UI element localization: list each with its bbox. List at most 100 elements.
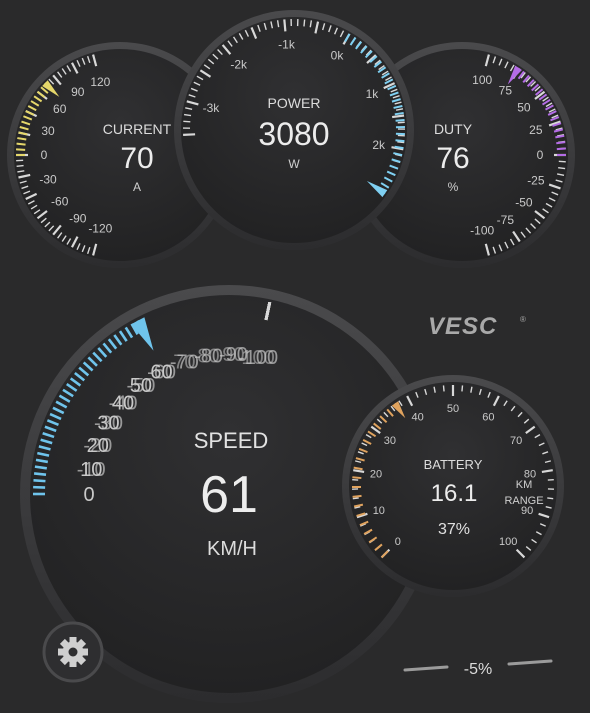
battery-tick [541, 469, 553, 474]
duty-tick [542, 208, 549, 214]
duty-unit: % [448, 180, 459, 194]
speed-scale-label: 70 [173, 351, 195, 373]
duty-tick [548, 197, 556, 202]
power-active-tick [389, 164, 399, 170]
duty-active-tick [555, 134, 565, 139]
speed-active-tick [74, 371, 86, 382]
vesc-logo-text: VESC [428, 313, 497, 340]
current-tick [92, 54, 98, 67]
current-tick [57, 71, 63, 78]
power-tick [185, 107, 193, 110]
power-needle [366, 181, 388, 198]
battery-active-tick [358, 447, 368, 454]
speed-value: 61 [200, 466, 258, 524]
power-tick [193, 81, 201, 86]
current-tick [19, 180, 27, 184]
battery-tick [542, 451, 549, 455]
gear-icon-tooth[interactable] [69, 637, 77, 645]
current-scale-labels: -120-90-60 -30 0 30 60 90 120 [39, 75, 112, 236]
gear-icon[interactable] [58, 637, 88, 667]
battery-tick [547, 497, 554, 500]
battery-tick [534, 433, 541, 439]
duty-scale-label: 75 [499, 83, 513, 97]
duty-active-tick [531, 83, 540, 92]
battery-active-tick [373, 422, 382, 430]
power-tick [333, 27, 339, 35]
duty-scale-label: -100 [470, 224, 494, 238]
speed-needle [131, 317, 154, 351]
duty-tick [556, 173, 565, 176]
speed-active-tick [92, 351, 103, 363]
current-tick [23, 190, 31, 195]
battery-active-tick [352, 476, 362, 480]
duty-scale-label: 100 [472, 73, 492, 87]
battery-active-tick [359, 520, 369, 527]
battery-tick [354, 506, 361, 509]
duty-tick [534, 90, 546, 100]
settings-button[interactable] [42, 621, 104, 683]
power-active-tick [383, 176, 393, 183]
battery-tick [390, 405, 396, 412]
duty-tick [492, 246, 497, 254]
power-tick [397, 141, 405, 144]
current-ticks [16, 54, 98, 256]
power-gauge: -3k -2k -1k 0k 1k 2k POWER 3080 W [174, 10, 414, 250]
battery-title: BATTERY [424, 457, 483, 472]
duty-value: 76 [436, 142, 469, 175]
speed-scale-label: -60 [147, 361, 176, 383]
power-ticks [183, 19, 406, 198]
power-tick [183, 113, 192, 117]
battery-percent: 37% [438, 521, 470, 538]
duty-needle [507, 65, 522, 85]
speed-scale-label: -90 [219, 344, 248, 366]
power-tick [392, 114, 405, 119]
current-tick [27, 200, 35, 205]
current-tick [48, 78, 55, 85]
duty-active-tick [541, 98, 551, 106]
power-active-tick [355, 41, 363, 50]
speed-scale-label: 0 [83, 484, 94, 506]
gear-icon-hole[interactable] [68, 647, 78, 657]
speed-scale-label: -70 [170, 351, 199, 373]
current-scale-label: -30 [39, 173, 57, 187]
current-active-tick [30, 100, 40, 107]
duty-tick [520, 72, 526, 79]
duty-scale-label: 25 [529, 123, 543, 137]
current-active-tick [40, 86, 49, 94]
power-tick [394, 101, 402, 105]
speed-scale-label: 60 [150, 361, 172, 383]
power-active-tick [394, 145, 404, 150]
speed-active-tick [118, 330, 128, 342]
power-title: POWER [268, 95, 321, 111]
speed-scale-label: -30 [94, 413, 123, 435]
battery-tick [406, 395, 414, 407]
duty-tick [512, 230, 521, 243]
gear-icon-tooth[interactable] [69, 659, 77, 667]
speed-active-tick [52, 406, 65, 415]
current-unit: A [133, 180, 141, 194]
current-tick [48, 225, 55, 232]
battery-tick [492, 395, 500, 407]
power-active-tick [381, 72, 390, 79]
duty-tick [498, 244, 503, 252]
current-title: CURRENT [103, 121, 172, 137]
battery-active-tick [352, 494, 362, 498]
power-active-tick [391, 158, 401, 163]
power-tick [378, 64, 385, 71]
power-value: 3080 [258, 116, 329, 152]
battery-gauge-face [349, 382, 557, 590]
current-active-tick [16, 142, 26, 146]
battery-tick [523, 418, 530, 424]
speed-scale-label: -100 [238, 347, 278, 369]
power-active-tick [384, 78, 394, 85]
power-tick [188, 94, 196, 98]
power-scale-label: -2k [230, 57, 248, 71]
battery-tick [544, 460, 552, 464]
duty-tick [498, 58, 503, 66]
duty-scale-label: -25 [527, 173, 545, 187]
battery-ticks [351, 385, 554, 559]
battery-needle [391, 401, 406, 419]
power-unit: W [288, 157, 300, 171]
current-tick [66, 238, 72, 245]
battery-tick [424, 388, 428, 395]
